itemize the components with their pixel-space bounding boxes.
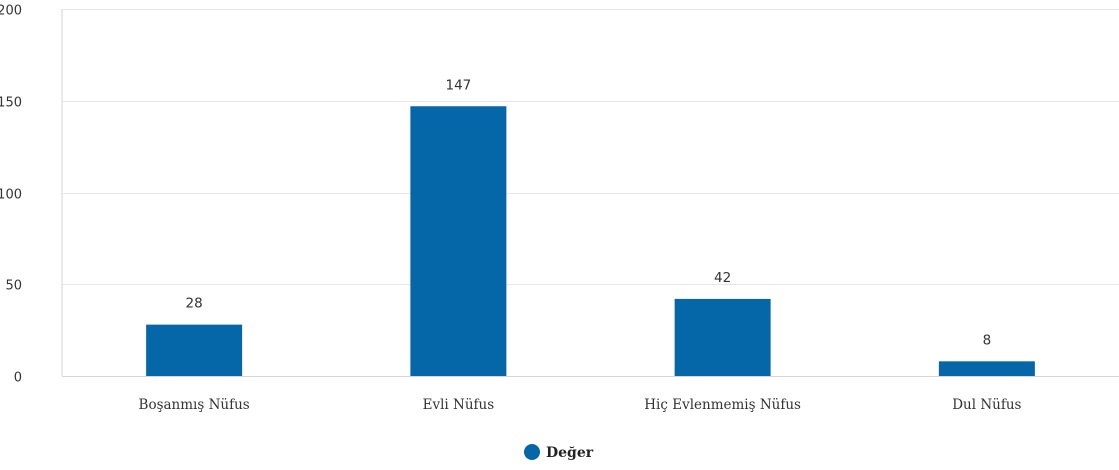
x-tick-label: Hiç Evlenmemiş Nüfus	[644, 397, 801, 413]
legend[interactable]: Değer	[524, 444, 594, 461]
y-tick-label: 150	[0, 96, 22, 111]
x-tick-label: Evli Nüfus	[423, 397, 495, 413]
bar[interactable]	[938, 361, 1035, 376]
y-tick-label: 200	[0, 4, 22, 19]
data-label: 28	[186, 296, 203, 312]
y-axis-ticks: 0 50 100 150 200	[0, 4, 22, 386]
x-axis-ticks: Boşanmış Nüfus Evli Nüfus Hiç Evlenmemiş N…	[139, 397, 1022, 413]
y-tick-label: 0	[14, 371, 22, 386]
x-tick-label: Dul Nüfus	[952, 397, 1021, 413]
data-label: 8	[983, 332, 992, 348]
y-tick-label: 50	[5, 279, 22, 294]
y-tick-label: 100	[0, 188, 22, 203]
bar[interactable]	[674, 298, 771, 376]
legend-label: Değer	[546, 445, 594, 461]
legend-marker-icon	[524, 444, 540, 460]
data-label: 42	[714, 270, 731, 286]
data-labels: 28 147 42 8	[186, 77, 992, 348]
data-label: 147	[445, 77, 471, 93]
bars	[146, 106, 1035, 376]
grid-lines	[61, 9, 1119, 377]
bar[interactable]	[410, 106, 507, 376]
bar[interactable]	[146, 324, 243, 376]
x-tick-label: Boşanmış Nüfus	[139, 397, 250, 413]
